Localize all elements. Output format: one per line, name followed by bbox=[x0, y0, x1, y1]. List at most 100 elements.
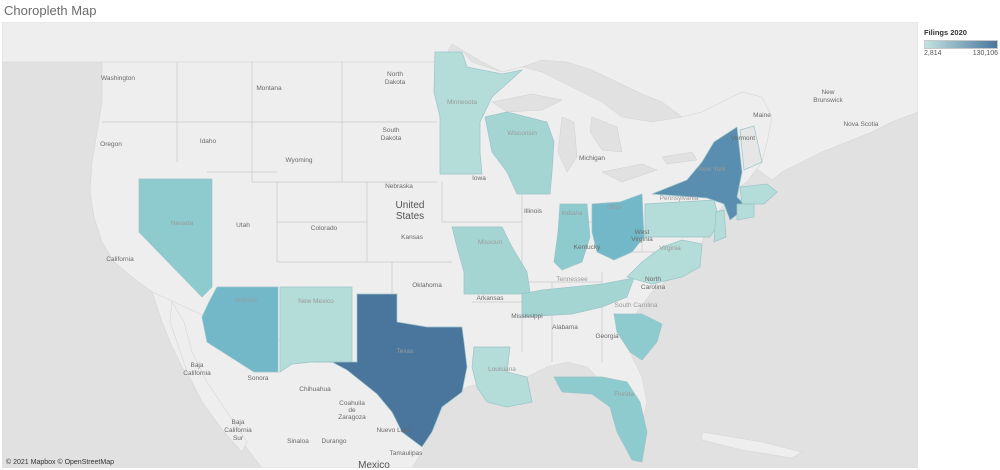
label-coahuila-1: Coahuila bbox=[339, 400, 365, 407]
state-tennessee bbox=[521, 277, 635, 318]
label-maine: Maine bbox=[753, 112, 771, 119]
label-nuevo-leon: Nuevo León bbox=[376, 427, 411, 434]
label-virginia: Virginia bbox=[659, 245, 681, 252]
label-baja-california-sur-3: Sur bbox=[233, 435, 244, 442]
label-coahuila-2: de bbox=[348, 407, 356, 414]
label-ohio: Ohio bbox=[607, 204, 621, 211]
label-tamaulipas: Tamaulipas bbox=[390, 450, 424, 457]
legend-max-label: 130,106 bbox=[972, 50, 998, 57]
label-oklahoma: Oklahoma bbox=[412, 282, 442, 289]
label-country-mexico: Mexico bbox=[358, 460, 390, 468]
label-kansas: Kansas bbox=[401, 234, 423, 241]
state-texas bbox=[314, 293, 468, 448]
label-new-mexico: New Mexico bbox=[298, 298, 334, 305]
label-nova-scotia: Nova Scotia bbox=[843, 121, 878, 128]
label-baja-california-sur-2: California bbox=[224, 427, 252, 434]
label-georgia: Georgia bbox=[595, 333, 619, 340]
state-pennsylvania bbox=[644, 199, 721, 238]
label-texas: Texas bbox=[397, 348, 415, 355]
label-california: California bbox=[106, 256, 134, 263]
label-chihuahua: Chihuahua bbox=[299, 386, 331, 393]
label-baja-california-1: Baja bbox=[190, 362, 203, 369]
label-north-dakota-1: North bbox=[387, 71, 403, 78]
label-pennsylvania: Pennsylvania bbox=[660, 195, 699, 202]
label-new-york: New York bbox=[698, 166, 726, 173]
label-florida: Florida bbox=[614, 391, 634, 398]
state-massachusetts bbox=[739, 183, 778, 205]
state-nevada bbox=[138, 178, 213, 298]
label-sinaloa: Sinaloa bbox=[287, 438, 309, 445]
label-north-carolina-2: Carolina bbox=[641, 284, 666, 291]
map-attribution[interactable]: © 2021 Mapbox © OpenStreetMap bbox=[6, 459, 114, 466]
state-arizona bbox=[201, 286, 279, 373]
label-utah: Utah bbox=[236, 222, 250, 229]
label-illinois: Illinois bbox=[524, 208, 543, 215]
label-vermont: Vermont bbox=[731, 135, 755, 142]
state-wisconsin bbox=[484, 111, 555, 195]
label-west-virginia-1: West bbox=[635, 229, 650, 236]
state-south-carolina bbox=[613, 313, 663, 361]
label-south-dakota-2: Dakota bbox=[381, 135, 402, 142]
label-new-brunswick-2: Brunswick bbox=[813, 97, 843, 104]
legend-range: 2,814 130,106 bbox=[924, 50, 998, 57]
label-indiana: Indiana bbox=[561, 210, 583, 217]
label-wisconsin: Wisconsin bbox=[507, 130, 537, 137]
label-alabama: Alabama bbox=[552, 324, 578, 331]
state-louisiana bbox=[471, 346, 533, 408]
label-iowa: Iowa bbox=[472, 175, 486, 182]
label-north-carolina-1: North bbox=[645, 276, 661, 283]
label-nevada: Nevada bbox=[171, 220, 194, 227]
state-new-york bbox=[651, 126, 748, 221]
label-durango: Durango bbox=[322, 438, 347, 445]
label-oregon: Oregon bbox=[100, 141, 122, 148]
label-sonora: Sonora bbox=[248, 375, 269, 382]
caribbean-islands bbox=[701, 431, 803, 459]
label-kentucky: Kentucky bbox=[574, 244, 601, 251]
place-labels: Washington Oregon California Idaho Monta… bbox=[100, 71, 879, 468]
legend-gradient-bar bbox=[924, 40, 998, 49]
state-vermont bbox=[739, 125, 763, 171]
legend-min-label: 2,814 bbox=[924, 50, 942, 57]
lake-erie bbox=[601, 163, 658, 183]
lake-michigan bbox=[557, 116, 578, 173]
lake-ontario bbox=[661, 151, 698, 165]
label-south-dakota-1: South bbox=[383, 127, 400, 134]
label-tennessee: Tennessee bbox=[556, 276, 588, 283]
label-wyoming: Wyoming bbox=[285, 157, 312, 164]
label-country-us-2: States bbox=[396, 211, 424, 222]
label-louisiana: Louisiana bbox=[488, 366, 516, 373]
label-idaho: Idaho bbox=[200, 138, 217, 145]
label-arizona: Arizona bbox=[235, 297, 257, 304]
map-view[interactable]: Washington Oregon California Idaho Monta… bbox=[2, 22, 918, 468]
lake-huron bbox=[589, 116, 623, 153]
label-missouri: Missouri bbox=[478, 239, 502, 246]
label-baja-california-2: California bbox=[183, 370, 211, 377]
choropleth-map[interactable]: Washington Oregon California Idaho Monta… bbox=[2, 22, 918, 468]
page-title: Choropleth Map bbox=[4, 3, 97, 18]
state-new-jersey bbox=[713, 209, 727, 243]
state-florida bbox=[553, 376, 648, 463]
label-west-virginia-2: Virginia bbox=[631, 236, 653, 243]
color-legend: Filings 2020 2,814 130,106 bbox=[924, 28, 998, 57]
state-indiana bbox=[553, 203, 591, 271]
state-new-mexico bbox=[279, 286, 353, 373]
state-ohio bbox=[591, 193, 645, 261]
legend-title: Filings 2020 bbox=[924, 28, 967, 37]
state-missouri bbox=[451, 226, 531, 295]
state-virginia bbox=[626, 239, 703, 285]
lake-superior bbox=[491, 93, 563, 113]
label-south-carolina: South Carolina bbox=[615, 302, 658, 309]
great-lakes bbox=[491, 93, 698, 183]
baja-peninsula bbox=[169, 301, 248, 453]
label-mississippi: Mississippi bbox=[511, 313, 542, 320]
label-coahuila-3: Zaragoza bbox=[338, 414, 366, 421]
label-country-us-1: United bbox=[396, 200, 425, 211]
state-borders bbox=[102, 62, 682, 362]
label-north-dakota-2: Dakota bbox=[385, 79, 406, 86]
choropleth-states bbox=[138, 51, 778, 463]
state-minnesota bbox=[433, 51, 524, 175]
label-nebraska: Nebraska bbox=[385, 183, 413, 190]
label-minnesota: Minnesota bbox=[447, 99, 477, 106]
label-arkansas: Arkansas bbox=[476, 295, 504, 302]
label-michigan: Michigan bbox=[579, 155, 605, 162]
